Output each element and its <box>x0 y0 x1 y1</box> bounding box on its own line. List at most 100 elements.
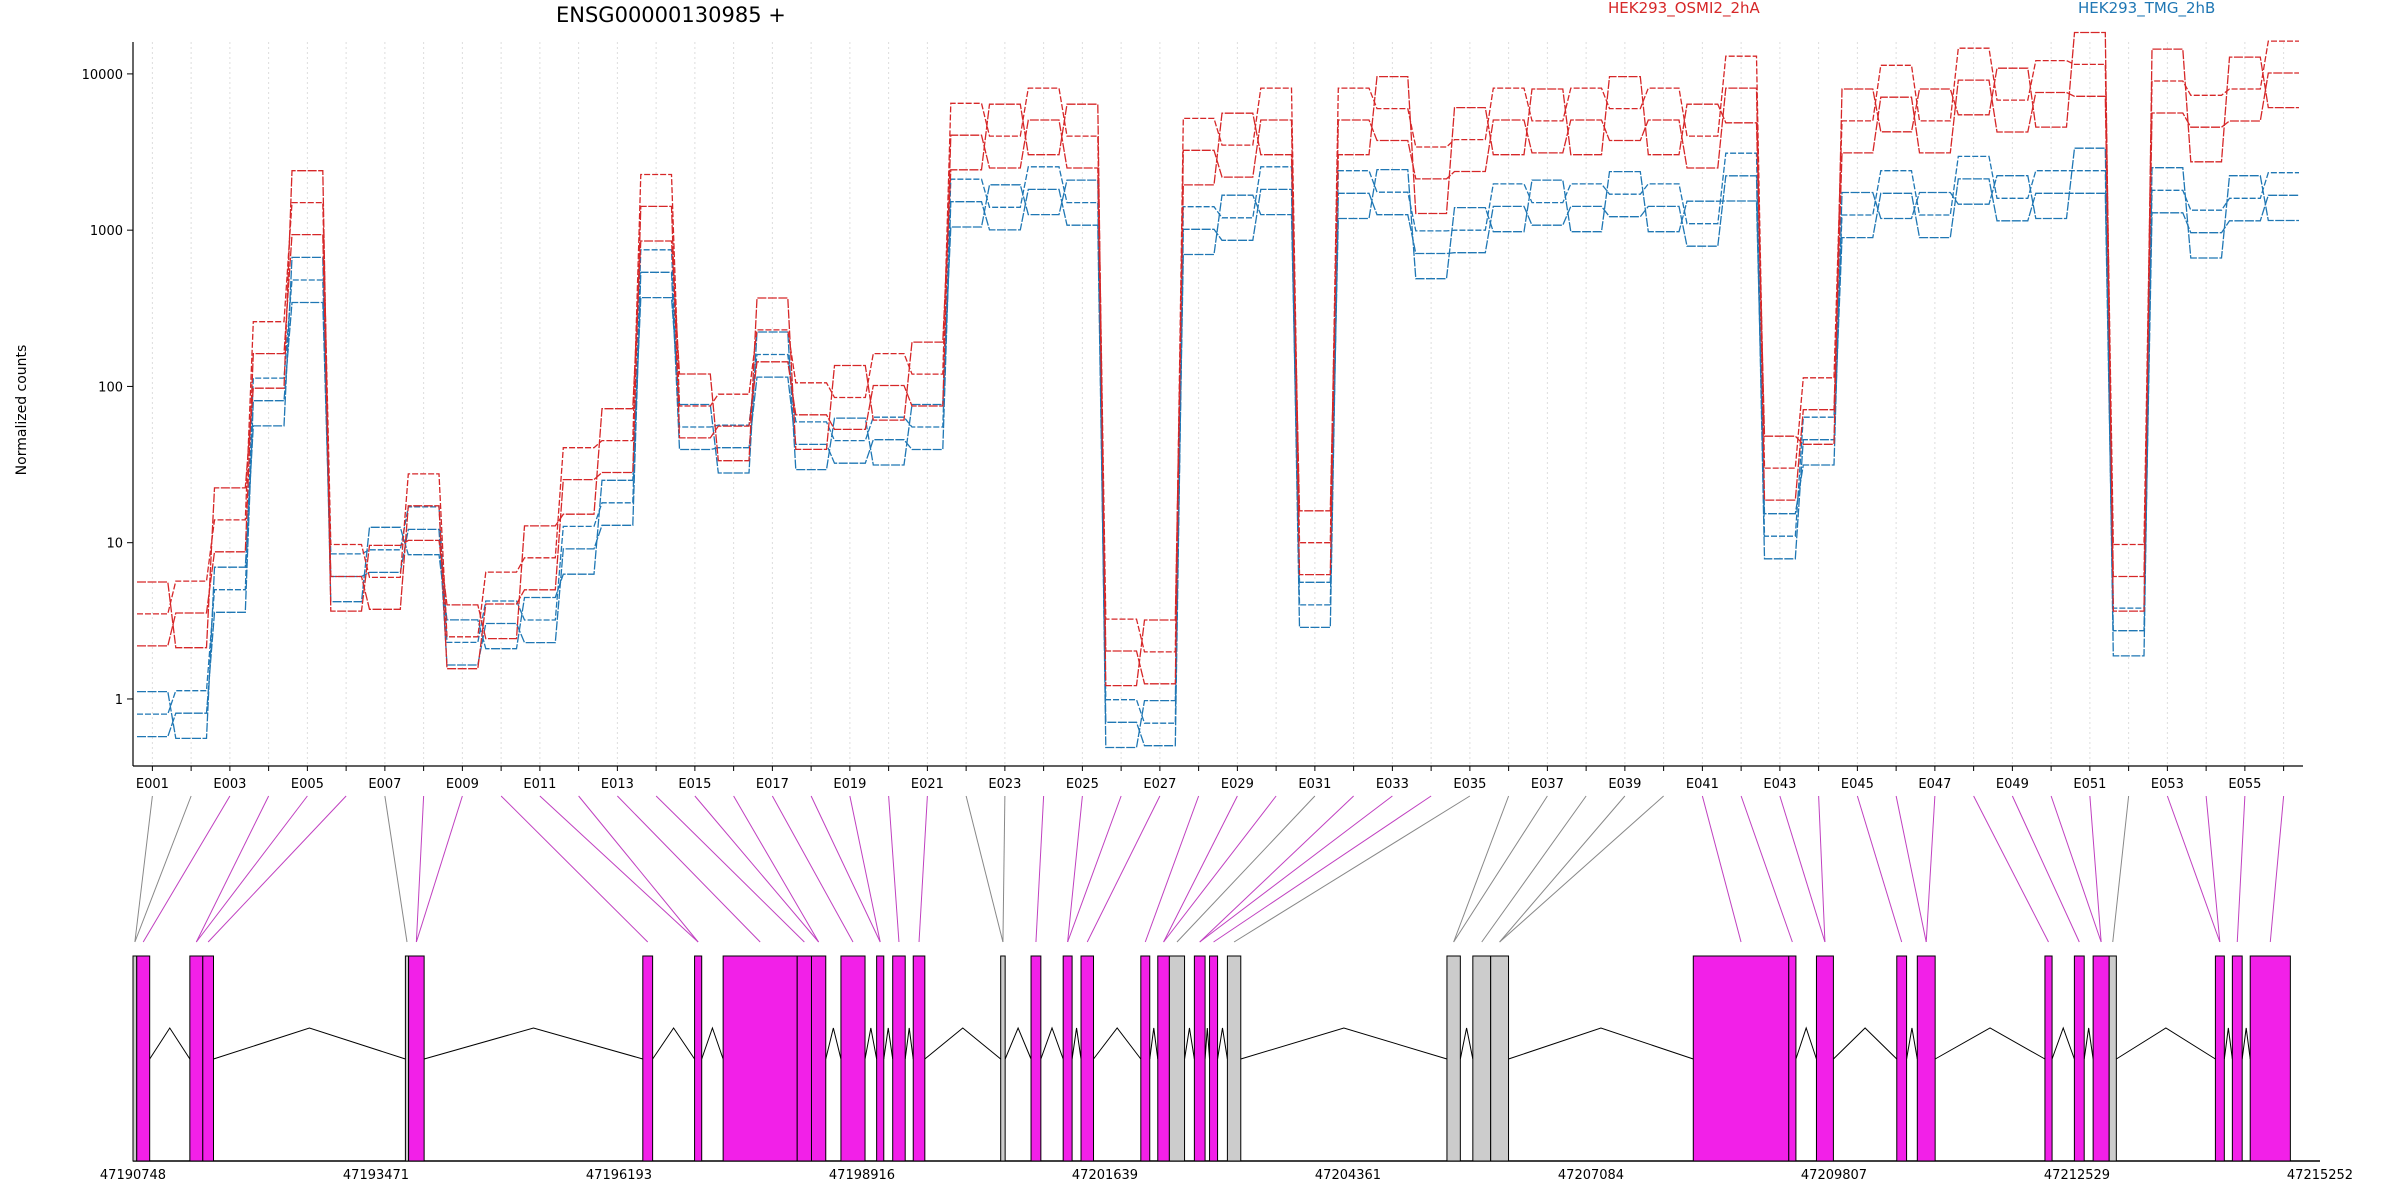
exon-block <box>1000 955 1006 1162</box>
tmg-replicate-line <box>137 175 2299 747</box>
exon-connector <box>2166 795 2221 943</box>
x-tick-label: E021 <box>911 777 944 792</box>
exon-connector <box>2205 795 2221 943</box>
exon-connector <box>2011 795 2080 943</box>
exon-connector <box>207 795 347 943</box>
exon-connector <box>1163 795 1238 943</box>
intron-line <box>1093 1027 1142 1060</box>
exon-connector <box>539 795 699 943</box>
exon-connector <box>2050 795 2102 943</box>
intron-line <box>652 1027 695 1060</box>
intron-line <box>904 1027 914 1060</box>
intron-line <box>1508 1027 1694 1060</box>
exon-block <box>1030 955 1042 1162</box>
exon-connector <box>195 795 270 943</box>
exon-block <box>1490 955 1510 1162</box>
exon-connector <box>1481 795 1587 943</box>
intron-line <box>825 1027 842 1060</box>
exon-block <box>2092 955 2110 1162</box>
exon-block <box>1446 955 1461 1162</box>
exon-connector <box>1701 795 1742 943</box>
x-tick-label: E045 <box>1841 777 1874 792</box>
intron-line <box>1217 1027 1228 1060</box>
intron-line <box>1149 1027 1159 1060</box>
exon-block <box>2108 955 2117 1162</box>
exon-connector <box>1233 795 1471 943</box>
exon-connector <box>733 795 820 943</box>
exon-block <box>1140 955 1151 1162</box>
exon-connector <box>1002 795 1006 943</box>
coordinate-label: 47204361 <box>1315 1168 1381 1183</box>
exon-block <box>1157 955 1170 1162</box>
exon-connector <box>655 795 805 943</box>
intron-line <box>423 1027 643 1060</box>
x-tick-label: E035 <box>1453 777 1486 792</box>
exon-block <box>132 955 138 1162</box>
osmi2-replicate-line <box>137 72 2299 685</box>
exon-connector <box>810 795 881 943</box>
x-tick-label: E019 <box>833 777 866 792</box>
exon-connector <box>1895 795 1927 943</box>
osmi2-replicate-line <box>137 31 2299 687</box>
exon-connector <box>578 795 699 943</box>
exon-connector <box>1925 795 1936 943</box>
tmg-replicate-line <box>137 147 2299 749</box>
gene-model-layer: 47190748 47193471 47196193 47198916 47201639… <box>100 955 2353 1183</box>
exon-block <box>202 955 215 1162</box>
osmi2-replicate-line <box>137 40 2299 653</box>
x-tick-label: E031 <box>1298 777 1331 792</box>
x-tick-label: E033 <box>1376 777 1409 792</box>
exon-connector <box>2236 795 2246 943</box>
exon-connector <box>1067 795 1122 943</box>
intron-line <box>1071 1027 1082 1060</box>
legend-label-tmg: HEK293_TMG_2hB <box>2078 0 2215 18</box>
intron-line <box>1795 1026 1817 1060</box>
axis-layer: 1 10 100 1000 10000 E001 E003 E005 E007 E009 E011 E… <box>82 42 2303 792</box>
exon-block <box>1226 955 1242 1162</box>
exon-block <box>1815 955 1834 1162</box>
intron-line <box>1004 1026 1032 1060</box>
exon-connector <box>2269 795 2285 943</box>
exon-block <box>892 955 906 1162</box>
x-tick-label: E011 <box>523 777 556 792</box>
intron-line <box>924 1027 1002 1060</box>
exon-block <box>810 955 827 1162</box>
exon-block <box>876 955 885 1162</box>
exon-block <box>1692 955 1790 1162</box>
intron-line <box>701 1026 724 1060</box>
intron-line <box>2051 1026 2075 1060</box>
exon-block <box>796 955 812 1162</box>
intron-line <box>149 1027 191 1060</box>
x-tick-label: E051 <box>2073 777 2106 792</box>
x-tick-label: E041 <box>1686 777 1719 792</box>
exon-block <box>408 955 425 1162</box>
legend-label-osmi2: HEK293_OSMI2_2hA <box>1608 0 1761 18</box>
exon-block <box>2231 955 2243 1162</box>
exon-connector <box>1499 795 1664 943</box>
exon-connector <box>1856 795 1903 943</box>
intron-line <box>1906 1027 1918 1060</box>
intron-line <box>2083 1027 2094 1060</box>
exon-connector <box>1453 795 1510 943</box>
exon-block <box>136 955 151 1162</box>
y-tick-label: 1000 <box>90 224 123 239</box>
exon-connector <box>134 795 153 943</box>
exon-connector <box>384 795 408 943</box>
x-tick-label: E001 <box>136 777 169 792</box>
coordinate-label: 47209807 <box>1801 1168 1867 1183</box>
exon-block <box>642 955 654 1162</box>
y-tick-label: 1 <box>115 693 123 708</box>
coordinate-label: 47201639 <box>1072 1168 1138 1183</box>
exon-connector <box>1086 795 1161 943</box>
exon-connector <box>918 795 928 943</box>
exon-connector <box>771 795 854 943</box>
exon-connector <box>415 795 463 943</box>
x-tick-label: E023 <box>988 777 1021 792</box>
exon-block <box>2214 955 2225 1162</box>
exon-connector <box>2112 795 2130 943</box>
exon-connector <box>617 795 761 943</box>
tmg-replicate-line <box>137 152 2299 724</box>
exon-connector <box>1453 795 1548 943</box>
exon-connector <box>1144 795 1200 943</box>
coordinate-label: 47212529 <box>2044 1168 2110 1183</box>
